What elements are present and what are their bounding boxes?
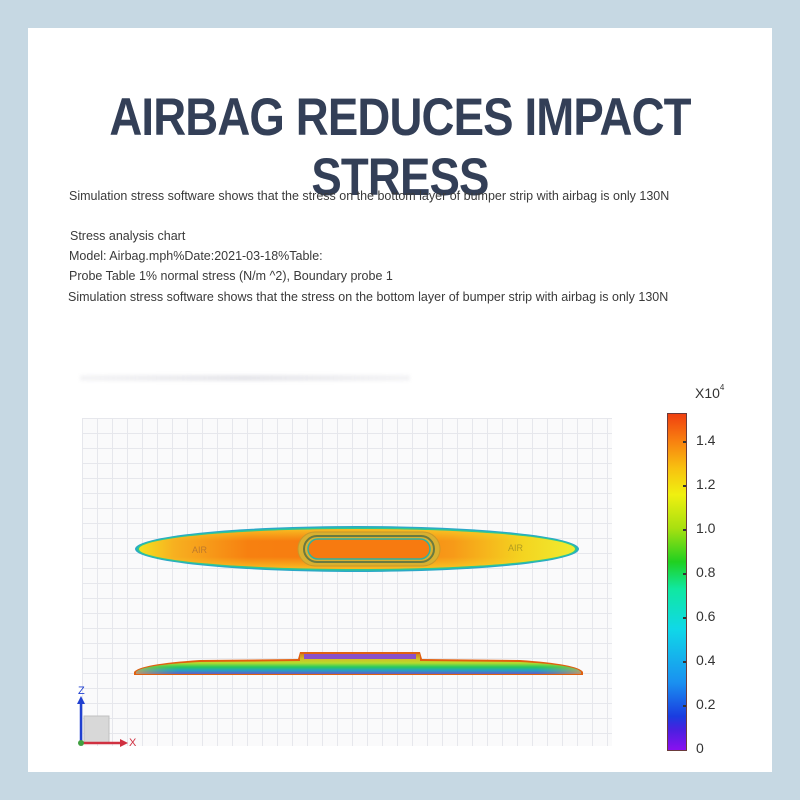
top-view-strip: AIR AIR	[135, 526, 579, 572]
tick-mark	[683, 529, 686, 531]
colorbar-tick: 1.0	[696, 520, 716, 536]
colorbar-tick: 1.2	[696, 476, 716, 492]
svg-text:AIR: AIR	[508, 543, 524, 553]
colorbar-unit: X104	[695, 383, 725, 401]
summary-text: Simulation stress software shows that th…	[68, 290, 669, 304]
tick-mark	[683, 617, 686, 619]
colorbar-tick: 0.6	[696, 608, 716, 624]
faded-caption	[80, 375, 410, 381]
colorbar-tick: 0.4	[696, 652, 716, 668]
colorbar-tick: 1.4	[696, 432, 716, 448]
colorbar-tick: 0.2	[696, 696, 716, 712]
svg-text:AIR: AIR	[192, 545, 208, 555]
x-axis-label: X	[129, 737, 137, 749]
simulation-grid	[82, 418, 612, 746]
side-view-strip	[134, 652, 583, 675]
subtitle-text: Simulation stress software shows that th…	[69, 189, 670, 203]
colorbar-tick: 0	[696, 740, 704, 756]
axis-triad	[77, 696, 128, 747]
colorbar-tick: 0.8	[696, 564, 716, 580]
model-info: Model: Airbag.mph%Date:2021-03-18%Table:	[69, 249, 323, 263]
probe-info: Probe Table 1% normal stress (N/m ^2), B…	[69, 269, 393, 283]
page-title: AIRBAG REDUCES IMPACT STRESS	[109, 88, 691, 207]
tick-mark	[683, 705, 686, 707]
colorbar	[667, 413, 687, 751]
tick-mark	[683, 573, 686, 575]
chart-caption: Stress analysis chart	[70, 229, 186, 243]
tick-mark	[683, 485, 686, 487]
z-axis-label: Z	[78, 685, 85, 697]
tick-mark	[683, 661, 686, 663]
tick-mark	[683, 441, 686, 443]
